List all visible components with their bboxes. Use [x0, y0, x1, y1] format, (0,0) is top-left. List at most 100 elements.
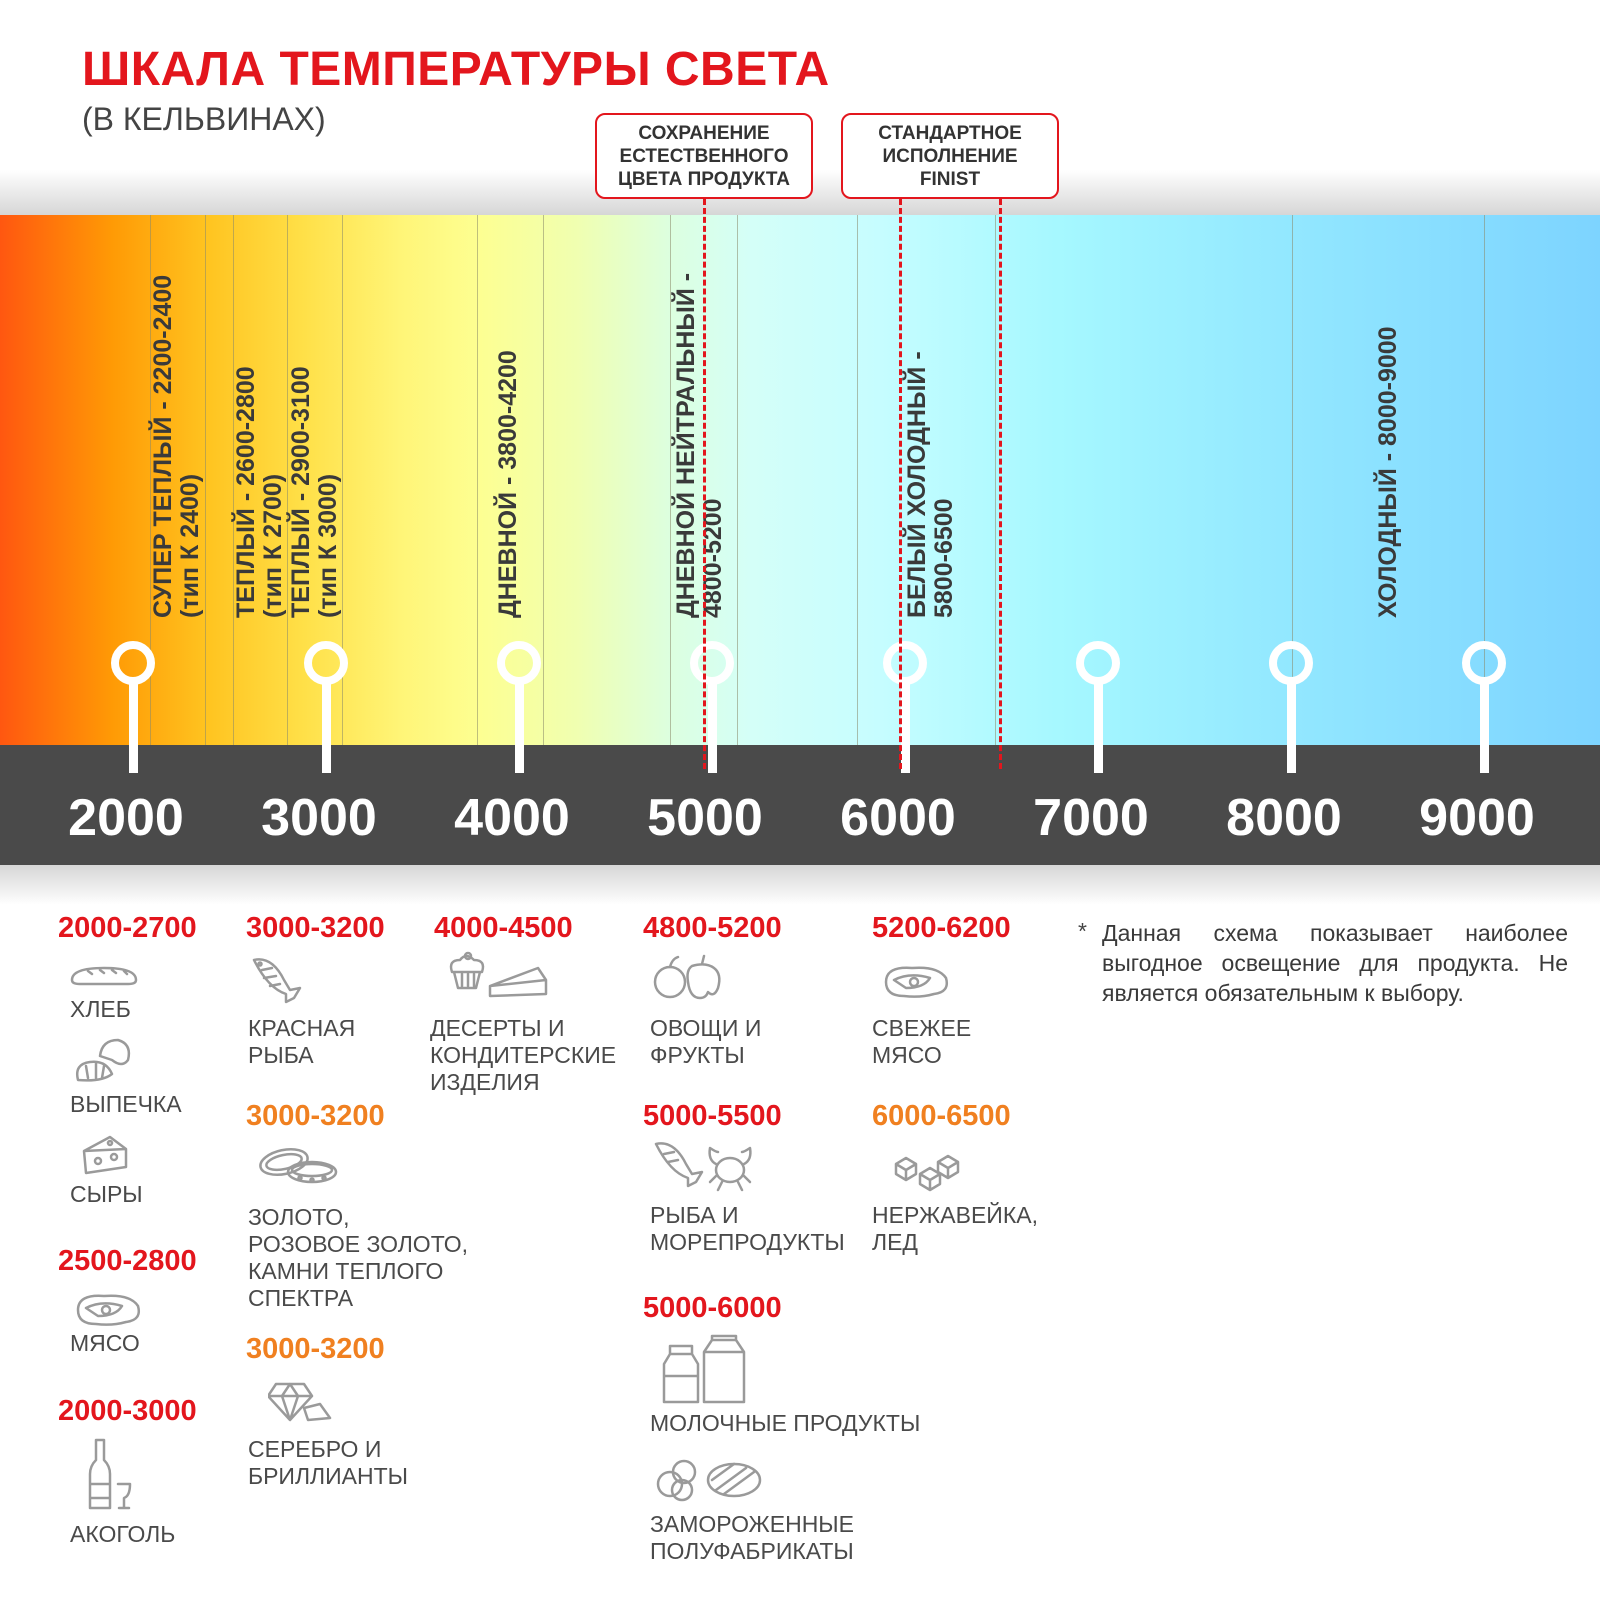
- rings-icon: [256, 1142, 340, 1193]
- product-label: МОЛОЧНЫЕ ПРОДУКТЫ: [650, 1410, 921, 1436]
- tick-label: 8000: [1226, 789, 1342, 847]
- product-label: СВЕЖЕЕ МЯСО: [872, 1015, 972, 1068]
- callout-dashed-line: [999, 199, 1002, 769]
- callout-line: СТАНДАРТНОЕ: [878, 123, 1022, 144]
- zone-divider: [233, 215, 234, 745]
- zone-line: ТЕПЛЫЙ - 2600-2800: [232, 366, 260, 618]
- cheese-icon: [80, 1133, 130, 1182]
- product-label: ЗОЛОТО, РОЗОВОЕ ЗОЛОТО, КАМНИ ТЕПЛОГО СП…: [248, 1204, 468, 1311]
- zone-divider: [1292, 215, 1293, 745]
- seafood-icon: [652, 1140, 756, 1197]
- zone-label-cool-white: БЕЛЫЙ ХОЛОДНЫЙ -5800-6500: [903, 351, 958, 618]
- ice-icon: [892, 1154, 966, 1201]
- callout-natural-color: СОХРАНЕНИЕ ЕСТЕСТВЕННОГО ЦВЕТА ПРОДУКТА: [595, 113, 813, 199]
- product-label: АКОГОЛЬ: [70, 1521, 176, 1547]
- zone-label-super-warm: СУПЕР ТЕПЛЫЙ - 2200-2400 (тип К 2400): [149, 274, 204, 618]
- tick-marker-pin: [111, 641, 155, 685]
- zone-line: ДНЕВНОЙ - 3800-4200: [494, 350, 522, 618]
- zone-label-daylight: ДНЕВНОЙ - 3800-4200: [494, 350, 522, 618]
- tick-marker-pin: [1076, 641, 1120, 685]
- product-label: КРАСНАЯ РЫБА: [248, 1015, 356, 1068]
- range-label: 4800-5200: [643, 912, 782, 944]
- product-label: НЕРЖАВЕЙКА, ЛЕД: [872, 1202, 1038, 1255]
- zone-divider: [287, 215, 288, 745]
- croissant-icon: [72, 1036, 134, 1089]
- tick-marker-stem: [321, 683, 331, 773]
- tick-label: 7000: [1033, 789, 1149, 847]
- zone-label-warm-2700: ТЕПЛЫЙ - 2600-2800 (тип К 2700): [232, 366, 287, 618]
- tick-label: 3000: [261, 789, 377, 847]
- tick-label: 9000: [1419, 789, 1535, 847]
- zone-line: (тип К 3000): [314, 473, 342, 618]
- range-label: 3000-3200: [246, 1100, 385, 1132]
- product-label: ДЕСЕРТЫ И КОНДИТЕРСКИЕ ИЗДЕЛИЯ: [430, 1015, 617, 1095]
- range-label: 2000-2700: [58, 912, 197, 944]
- range-label: 5000-5500: [643, 1100, 782, 1132]
- wine-bottle-icon: [86, 1438, 136, 1515]
- product-label: СЕРЕБРО И БРИЛЛИАНТЫ: [248, 1436, 409, 1489]
- zone-divider: [543, 215, 544, 745]
- zone-line: СУПЕР ТЕПЛЫЙ - 2200-2400: [149, 274, 177, 618]
- tick-marker-pin: [690, 641, 734, 685]
- tick-marker-pin: [883, 641, 927, 685]
- disclaimer-note: Данная схема показывает наиболее выгодно…: [1102, 920, 1568, 1006]
- tick-label: 5000: [647, 789, 763, 847]
- product-label: РЫБА И МОРЕПРОДУКТЫ: [650, 1202, 845, 1255]
- fish-icon: [250, 956, 304, 1009]
- callout-line: ЦВЕТА ПРОДУКТА: [617, 169, 791, 190]
- range-label: 5200-6200: [872, 912, 1011, 944]
- range-label: 2500-2800: [58, 1245, 197, 1277]
- callout-line: ЕСТЕСТВЕННОГО: [619, 146, 789, 167]
- range-label: 6000-6500: [872, 1100, 1011, 1132]
- steak-icon: [880, 962, 952, 1009]
- diamond-icon: [266, 1380, 332, 1429]
- tick-marker-pin: [304, 641, 348, 685]
- tick-marker-stem: [1093, 683, 1103, 773]
- zone-line: ТЕПЛЫЙ - 2900-3100: [287, 366, 315, 618]
- milk-icon: [660, 1334, 748, 1409]
- bottom-shadow: [0, 865, 1600, 905]
- callout-line: СОХРАНЕНИЕ: [638, 123, 770, 144]
- zone-line: ДНЕВНОЙ НЕЙТРАЛЬНЫЙ -: [672, 272, 700, 618]
- tick-label: 4000: [454, 789, 570, 847]
- fruit-icon: [652, 952, 724, 1007]
- tick-marker-stem: [707, 683, 717, 773]
- note-asterisk: *: [1078, 918, 1087, 944]
- callout-line: FINIST: [919, 169, 981, 190]
- zone-label-neutral: ДНЕВНОЙ НЕЙТРАЛЬНЫЙ -4800-5200: [672, 272, 727, 618]
- zone-divider: [342, 215, 343, 745]
- zone-label-cold: ХОЛОДНЫЙ - 8000-9000: [1374, 326, 1402, 618]
- zone-divider: [477, 215, 478, 745]
- zone-divider: [737, 215, 738, 745]
- product-label: ВЫПЕЧКА: [70, 1091, 182, 1117]
- tick-marker-stem: [900, 683, 910, 773]
- zone-label-warm-3000: ТЕПЛЫЙ - 2900-3100 (тип К 3000): [287, 366, 342, 618]
- zone-divider: [205, 215, 206, 745]
- range-label: 5000-6000: [643, 1292, 782, 1324]
- callout-dashed-line: [899, 199, 902, 769]
- product-label: ЗАМОРОЖЕННЫЕ ПОЛУФАБРИКАТЫ: [650, 1511, 855, 1564]
- product-label: ХЛЕБ: [70, 996, 131, 1022]
- zone-divider: [670, 215, 671, 745]
- tick-marker-stem: [1286, 683, 1296, 773]
- range-label: 2000-3000: [58, 1395, 197, 1427]
- callout-line: ИСПОЛНЕНИЕ: [882, 146, 1018, 167]
- kelvin-scale-bar: [0, 745, 1600, 865]
- zone-line: БЕЛЫЙ ХОЛОДНЫЙ -: [903, 351, 931, 618]
- tick-label: 6000: [840, 789, 956, 847]
- bread-icon: [68, 962, 140, 993]
- product-label: ОВОЩИ И ФРУКТЫ: [650, 1015, 762, 1068]
- callout-finist-standard: СТАНДАРТНОЕ ИСПОЛНЕНИЕ FINIST: [841, 113, 1059, 199]
- tick-label: 2000: [68, 789, 184, 847]
- zone-divider: [150, 215, 151, 745]
- tick-marker-pin: [497, 641, 541, 685]
- zone-line: ХОЛОДНЫЙ - 8000-9000: [1374, 326, 1402, 618]
- frozen-food-icon: [652, 1454, 764, 1507]
- tick-marker-stem: [128, 683, 138, 773]
- tick-marker-stem: [514, 683, 524, 773]
- page-subtitle: (В КЕЛЬВИНАХ): [82, 101, 326, 137]
- product-label: МЯСО: [70, 1330, 140, 1356]
- zone-divider: [995, 215, 996, 745]
- range-label: 3000-3200: [246, 912, 385, 944]
- steak-icon: [72, 1290, 144, 1337]
